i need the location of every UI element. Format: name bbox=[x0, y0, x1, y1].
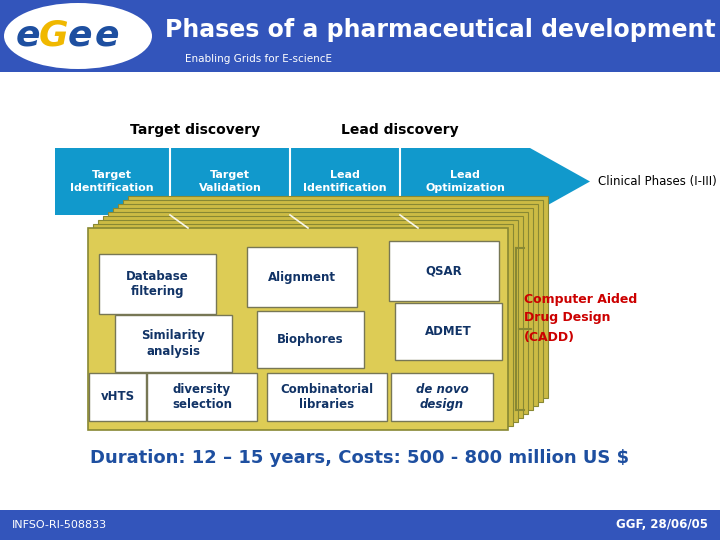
Text: de novo
design: de novo design bbox=[415, 383, 469, 411]
Text: ADMET: ADMET bbox=[425, 325, 472, 338]
FancyBboxPatch shape bbox=[247, 247, 357, 307]
Text: e: e bbox=[95, 19, 120, 53]
Bar bbox=[98, 220, 518, 422]
Text: e: e bbox=[68, 19, 92, 53]
FancyBboxPatch shape bbox=[391, 373, 493, 421]
FancyBboxPatch shape bbox=[147, 373, 257, 421]
Bar bbox=[0, 0, 720, 72]
Text: vHTS: vHTS bbox=[100, 390, 135, 403]
Text: diversity
selection: diversity selection bbox=[172, 383, 232, 411]
FancyBboxPatch shape bbox=[267, 373, 387, 421]
Text: Combinatorial
libraries: Combinatorial libraries bbox=[280, 383, 374, 411]
Text: Database
filtering: Database filtering bbox=[126, 270, 189, 298]
Bar bbox=[108, 212, 528, 414]
Text: Target
Validation: Target Validation bbox=[199, 170, 261, 193]
FancyBboxPatch shape bbox=[89, 373, 146, 421]
FancyBboxPatch shape bbox=[395, 303, 502, 360]
Bar bbox=[118, 204, 538, 406]
Bar bbox=[93, 224, 513, 426]
Text: Target discovery: Target discovery bbox=[130, 123, 260, 137]
Bar bbox=[0, 510, 720, 540]
Text: Biophores: Biophores bbox=[277, 333, 344, 346]
Text: QSAR: QSAR bbox=[426, 265, 462, 278]
Text: Lead
Identification: Lead Identification bbox=[303, 170, 387, 193]
Bar bbox=[128, 196, 548, 398]
Polygon shape bbox=[55, 148, 590, 215]
FancyBboxPatch shape bbox=[257, 311, 364, 368]
Text: Alignment: Alignment bbox=[268, 271, 336, 284]
Text: Duration: 12 – 15 years, Costs: 500 - 800 million US $: Duration: 12 – 15 years, Costs: 500 - 80… bbox=[91, 449, 629, 467]
Text: Phases of a pharmaceutical development: Phases of a pharmaceutical development bbox=[165, 18, 715, 42]
Bar bbox=[103, 216, 523, 418]
Text: Lead
Optimization: Lead Optimization bbox=[425, 170, 505, 193]
Bar bbox=[123, 200, 543, 402]
Text: GGF, 28/06/05: GGF, 28/06/05 bbox=[616, 518, 708, 531]
Text: Similarity
analysis: Similarity analysis bbox=[142, 329, 205, 357]
Text: Target
Identification: Target Identification bbox=[70, 170, 154, 193]
Text: e: e bbox=[16, 19, 40, 53]
Bar bbox=[113, 208, 533, 410]
Text: Computer Aided
Drug Design
(CADD): Computer Aided Drug Design (CADD) bbox=[524, 293, 637, 343]
FancyBboxPatch shape bbox=[389, 241, 499, 301]
Text: Clinical Phases (I-III): Clinical Phases (I-III) bbox=[598, 175, 716, 188]
Ellipse shape bbox=[4, 3, 152, 69]
Text: INFSO-RI-508833: INFSO-RI-508833 bbox=[12, 520, 107, 530]
FancyBboxPatch shape bbox=[99, 254, 216, 314]
Text: Lead discovery: Lead discovery bbox=[341, 123, 459, 137]
Text: G: G bbox=[38, 19, 68, 53]
Text: Enabling Grids for E-sciencE: Enabling Grids for E-sciencE bbox=[185, 54, 332, 64]
FancyBboxPatch shape bbox=[115, 315, 232, 372]
Bar bbox=[88, 228, 508, 430]
